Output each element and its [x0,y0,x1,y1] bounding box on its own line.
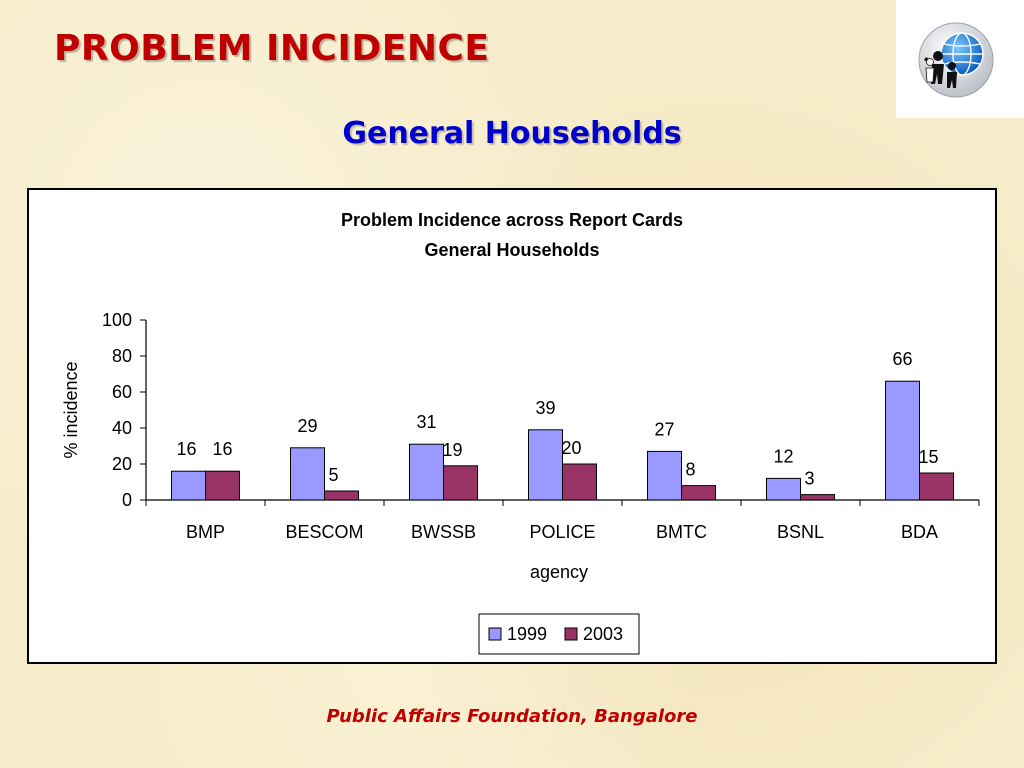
x-tick-label: BESCOM [285,522,363,542]
bar-1999-police [528,429,563,501]
globe-people-icon [918,22,994,98]
data-label: 15 [918,447,938,467]
data-label: 3 [804,469,814,489]
data-label: 39 [535,398,555,418]
slide-title: PROBLEM INCIDENCE [54,28,490,69]
bar-2003-bwssb [443,465,478,501]
bar-chart: Problem Incidence across Report Cards Ge… [61,210,980,655]
x-tick-label: BWSSB [411,522,476,542]
y-tick-label: 40 [112,418,132,438]
legend-swatch [564,627,578,641]
bar-2003-bda [919,472,954,501]
x-tick-label: POLICE [529,522,595,542]
bar-1999-bda [885,380,920,501]
chart-title: Problem Incidence across Report Cards [341,210,683,230]
data-label: 31 [416,412,436,432]
y-tick-label: 20 [112,454,132,474]
legend-box [478,613,640,655]
data-label: 16 [212,439,232,459]
x-tick-label: BMP [186,522,225,542]
data-label: 19 [442,440,462,460]
y-tick-label: 60 [112,382,132,402]
legend-swatch [488,627,502,641]
data-label: 16 [176,439,196,459]
bar-1999-bescom [290,447,325,501]
data-label: 20 [561,438,581,458]
bar-2003-bsnl [800,494,835,501]
data-label: 66 [892,349,912,369]
bar-2003-bescom [324,490,359,501]
y-tick-label: 0 [122,490,132,510]
y-tick-label: 80 [112,346,132,366]
data-label: 29 [297,416,317,436]
bar-1999-bsnl [766,477,801,501]
chart-area: Problem Incidence across Report Cards Ge… [27,188,997,664]
bar-2003-bmp [205,470,240,501]
bar-2003-police [562,463,597,501]
bar-2003-bmtc [681,485,716,501]
legend-label: 1999 [507,624,547,644]
bar-1999-bmtc [647,450,682,501]
x-tick-label: BMTC [656,522,707,542]
y-axis-label: % incidence [61,361,81,458]
y-tick-label: 100 [102,310,132,330]
data-label: 27 [654,419,674,439]
x-tick-label: BDA [901,522,938,542]
footer-credit: Public Affairs Foundation, Bangalore [326,706,698,727]
data-label: 12 [773,446,793,466]
x-tick-label: BSNL [777,522,824,542]
legend-label: 2003 [583,624,623,644]
logo [896,0,1024,118]
plot-area: 0 20 40 60 80 100 BMP 16 16 BESCOM 29 5 BWSSB 31 19 POL… [102,310,980,542]
legend: 1999 2003 [478,613,640,655]
chart-subtitle: General Households [424,240,599,260]
bar-1999-bmp [171,470,206,501]
slide-subtitle: General Households [342,116,682,151]
data-label: 5 [328,465,338,485]
x-axis-label: agency [530,562,588,582]
data-label: 8 [685,460,695,480]
bar-1999-bwssb [409,443,444,501]
